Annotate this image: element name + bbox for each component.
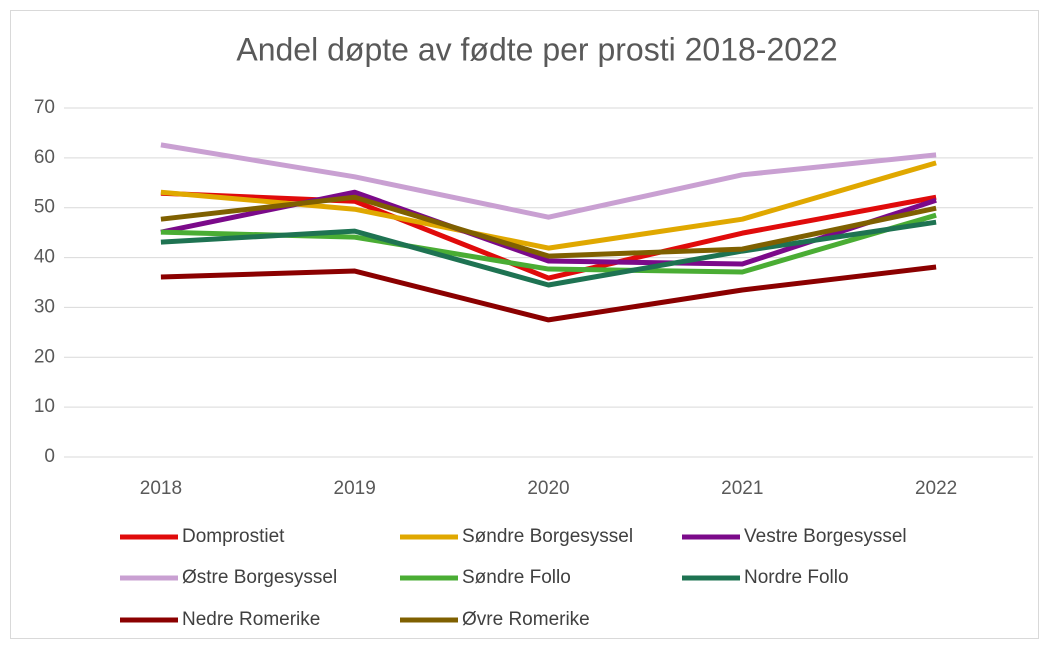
series-line — [160, 219, 937, 288]
x-tick-label: 2018 — [140, 478, 182, 499]
y-tick-label: 50 — [34, 197, 55, 218]
y-tick-label: 40 — [34, 247, 55, 268]
y-tick-label: 0 — [44, 446, 55, 467]
legend-label: Vestre Borgesyssel — [744, 526, 907, 547]
legend-label: Nordre Follo — [744, 567, 849, 588]
y-tick-label: 30 — [34, 296, 55, 317]
x-tick-label: 2021 — [721, 478, 763, 499]
series-line — [160, 194, 937, 259]
legend-label: Domprostiet — [182, 526, 285, 547]
y-tick-label: 60 — [34, 147, 55, 168]
y-tick-label: 20 — [34, 346, 55, 367]
legend-label: Østre Borgesyssel — [182, 567, 337, 588]
x-tick-label: 2022 — [915, 478, 957, 499]
chart-title: Andel døpte av fødte per prosti 2018-202… — [236, 31, 837, 67]
chart-border — [10, 10, 1039, 639]
legend-label: Søndre Follo — [462, 567, 571, 588]
x-tick-label: 2019 — [334, 478, 376, 499]
legend-label: Nedre Romerike — [182, 609, 320, 630]
series-line — [160, 142, 937, 220]
series-line — [160, 190, 937, 281]
y-tick-label: 70 — [34, 97, 55, 118]
legend-label: Øvre Romerike — [462, 609, 590, 630]
y-tick-label: 10 — [34, 396, 55, 417]
series-line — [160, 264, 937, 323]
legend-label: Søndre Borgesyssel — [462, 526, 633, 547]
x-tick-label: 2020 — [527, 478, 569, 499]
